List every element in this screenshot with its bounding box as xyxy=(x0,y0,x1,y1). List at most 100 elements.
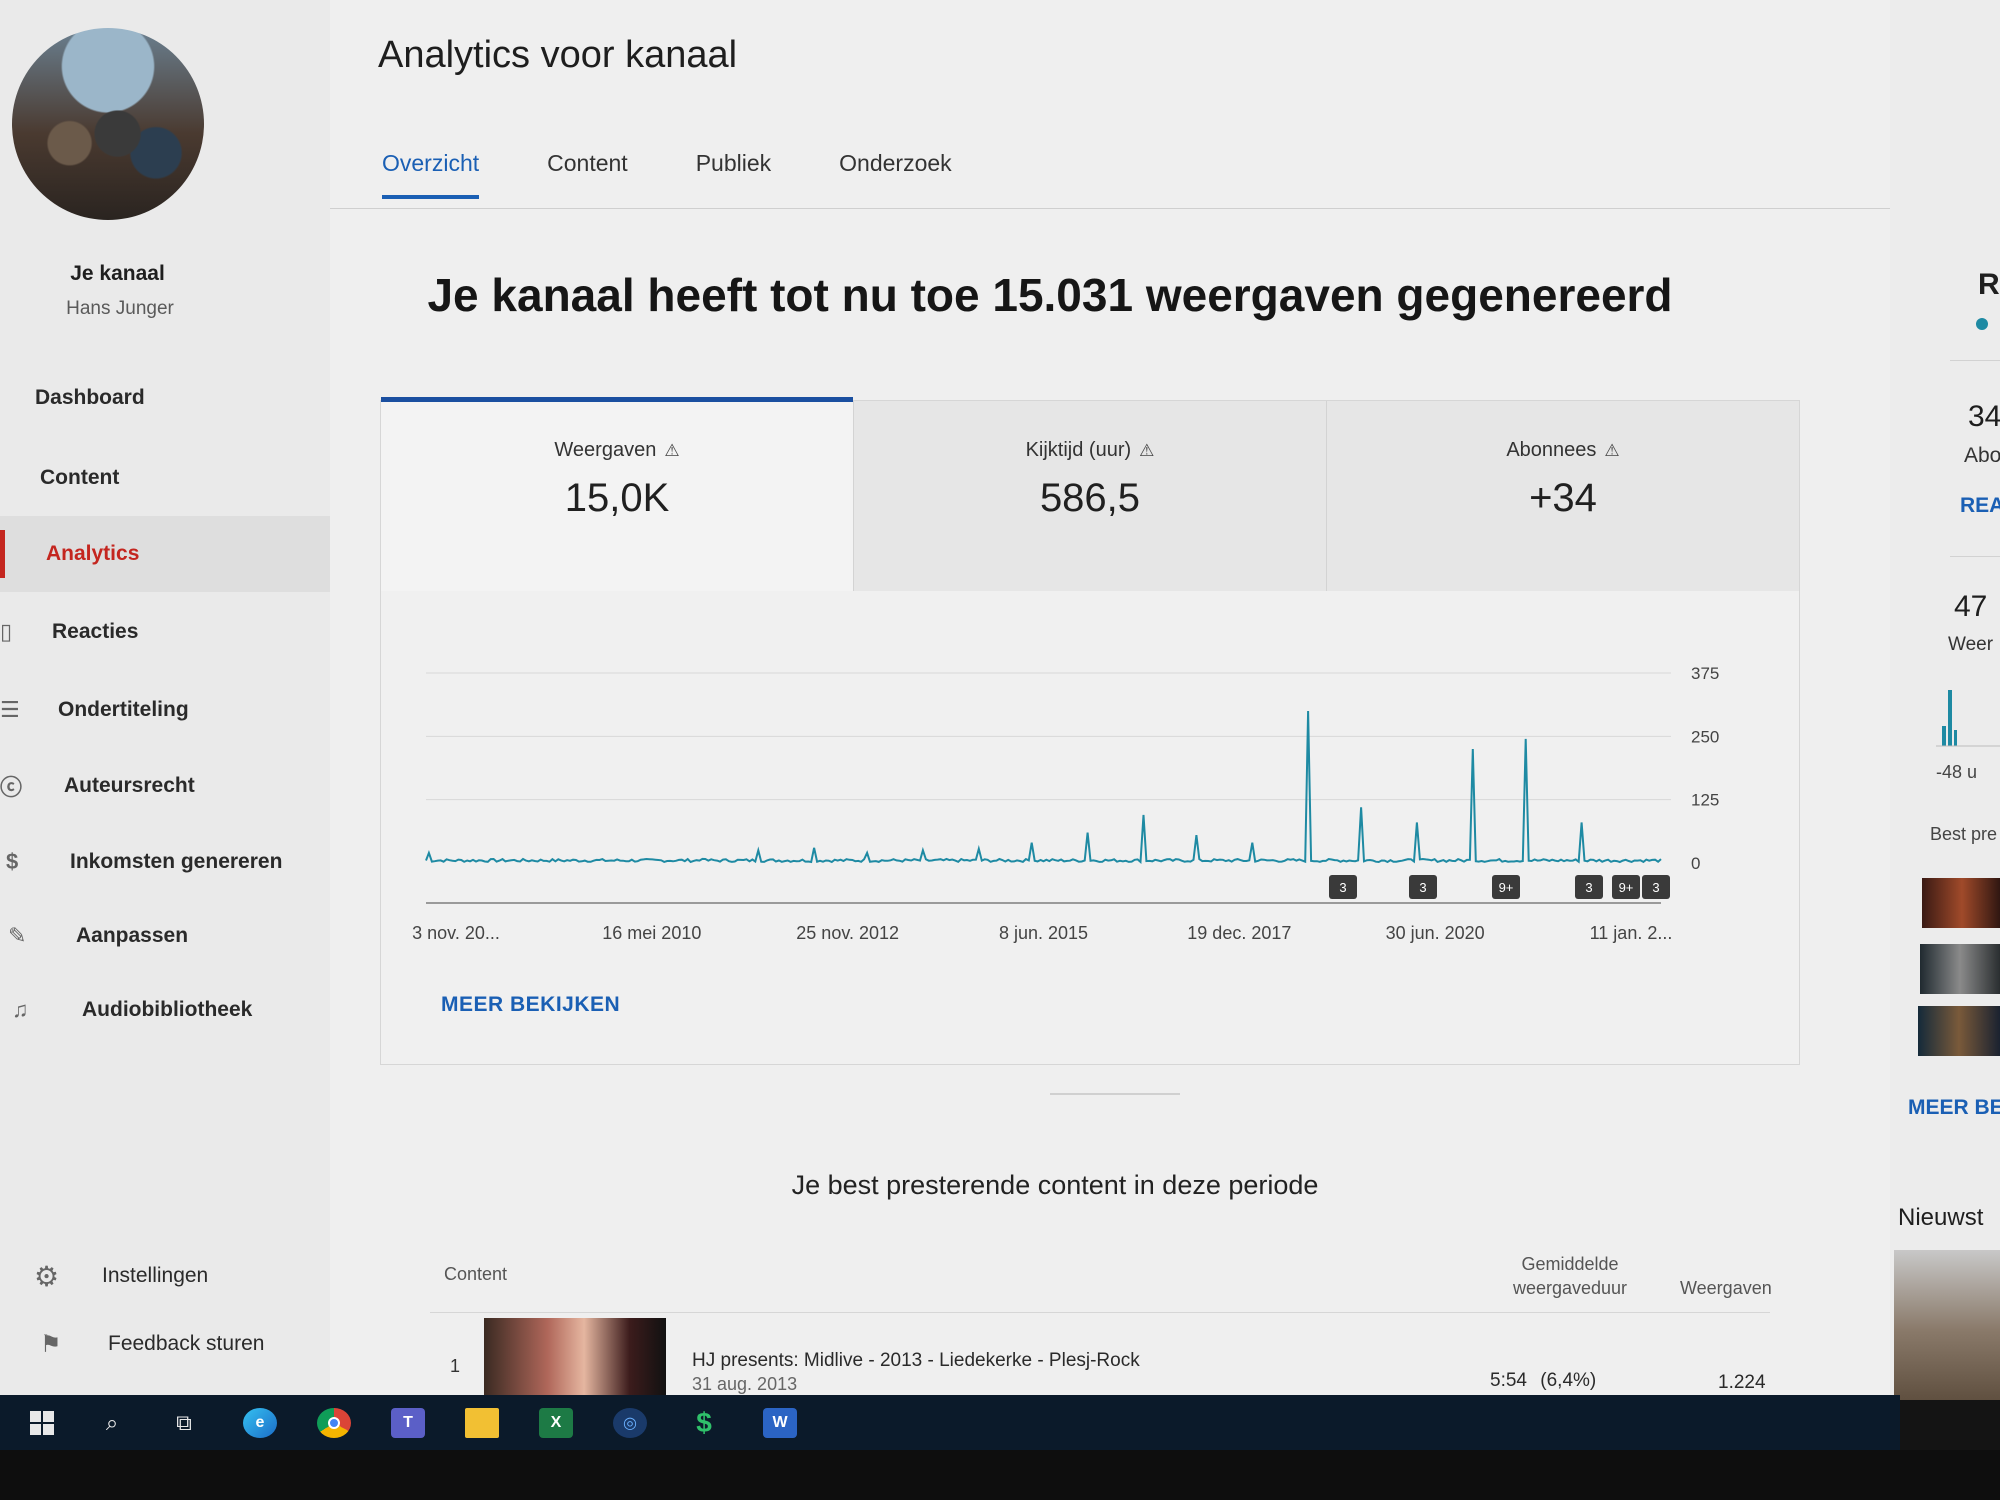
event-marker-label: 3 xyxy=(1652,880,1659,895)
gear-icon: ⚙ xyxy=(34,1260,60,1292)
column-header-avg-duration: Gemiddelde weergaveduur xyxy=(1480,1252,1660,1300)
event-marker xyxy=(1492,875,1520,899)
tab-bar: Overzicht Content Publiek Onderzoek xyxy=(382,150,1020,199)
metric-tab-kijktijd[interactable]: Kijktijd (uur) ⚠ 586,5 xyxy=(854,401,1327,591)
event-marker-label: 9+ xyxy=(1499,880,1514,895)
video-title[interactable]: HJ presents: Midlive - 2013 - Liedekerke… xyxy=(692,1350,1140,1371)
sidebar-item-label: Analytics xyxy=(46,542,140,565)
vpn-icon[interactable]: ◎ xyxy=(610,1403,650,1443)
event-marker xyxy=(1642,875,1670,899)
sidebar-item-analytics[interactable]: Analytics xyxy=(0,516,345,592)
sidebar-item-label: Reacties xyxy=(52,620,139,643)
overview-card: Weergaven ⚠ 15,0K Kijktijd (uur) ⚠ 586,5 A… xyxy=(380,397,1801,1065)
x-tick-label: 30 jun. 2020 xyxy=(1386,923,1485,943)
realtime-see-more-link[interactable]: MEER BE xyxy=(1908,1096,2000,1119)
warning-icon[interactable]: ⚠ xyxy=(664,441,680,460)
sidebar-item-audiobibliotheek[interactable]: ♫ Audiobibliotheek xyxy=(0,972,345,1048)
subtitles-icon: ☰ xyxy=(0,697,20,722)
tab-publiek[interactable]: Publiek xyxy=(695,150,772,176)
x-tick-label: 25 nov. 2012 xyxy=(796,923,899,943)
edge-icon[interactable]: e xyxy=(240,1403,280,1443)
word-icon[interactable]: W xyxy=(760,1403,800,1443)
video-thumbnail[interactable] xyxy=(484,1318,666,1400)
event-marker-label: 3 xyxy=(1339,880,1346,895)
live-dot-icon xyxy=(1976,318,1988,330)
sidebar-item-dashboard[interactable]: Dashboard xyxy=(0,360,345,436)
event-marker xyxy=(1612,875,1640,899)
sidebar-item-aanpassen[interactable]: ✎ Aanpassen xyxy=(0,898,345,974)
realtime-views-label: Weer xyxy=(1948,634,1994,655)
windows-start-icon[interactable] xyxy=(22,1403,62,1443)
realtime-link[interactable]: REA xyxy=(1960,494,2000,517)
sidebar-item-label: Instellingen xyxy=(102,1264,209,1287)
column-header-avg-line2: weergaveduur xyxy=(1512,1278,1628,1298)
magic-wand-icon: ✎ xyxy=(8,923,27,948)
realtime-thumbnail[interactable] xyxy=(1918,1006,2000,1056)
sidebar-item-reacties[interactable]: ▯ Reacties xyxy=(0,594,345,670)
best-performing-label: Best pre xyxy=(1930,824,1998,844)
metric-tab-abonnees[interactable]: Abonnees ⚠ +34 xyxy=(1327,401,1799,591)
sidebar: Je kanaal Hans Junger Dashboard Content … xyxy=(0,0,345,1400)
sidebar-item-auteursrecht[interactable]: ⓒ Auteursrecht xyxy=(0,748,345,824)
section-divider xyxy=(1050,1093,1180,1095)
windows-taskbar: ⌕ ⧉ e T X ◎ $ W xyxy=(0,1395,1900,1450)
metric-value: +34 xyxy=(1529,476,1597,520)
news-thumbnail[interactable] xyxy=(1894,1250,2000,1400)
metric-label: Abonnees xyxy=(1506,439,1597,461)
teams-icon[interactable]: T xyxy=(388,1403,428,1443)
feedback-icon: ⚑ xyxy=(40,1330,62,1358)
metric-value: 15,0K xyxy=(564,476,670,520)
copyright-icon: ⓒ xyxy=(0,775,23,800)
sidebar-item-inkomsten[interactable]: $ Inkomsten genereren xyxy=(0,824,345,900)
see-more-link[interactable]: MEER BEKIJKEN xyxy=(441,993,621,1016)
realtime-heading: R xyxy=(1978,268,2000,301)
sidebar-item-content[interactable]: Content xyxy=(0,440,345,516)
x-tick-label: 8 jun. 2015 xyxy=(999,923,1088,943)
monitor-bezel xyxy=(0,1450,2000,1500)
realtime-mini-chart xyxy=(1936,690,2000,747)
video-views: 1.224 xyxy=(1718,1372,1766,1393)
event-marker-label: 3 xyxy=(1419,880,1426,895)
tab-onderzoek[interactable]: Onderzoek xyxy=(839,150,952,176)
channel-avatar[interactable] xyxy=(12,28,204,220)
event-marker-label: 3 xyxy=(1585,880,1592,895)
sidebar-item-instellingen[interactable]: ⚙ Instellingen xyxy=(0,1238,345,1314)
tab-content[interactable]: Content xyxy=(547,150,628,176)
sidebar-item-feedback[interactable]: ⚑ Feedback sturen xyxy=(0,1306,345,1382)
views-chart[interactable]: 375 250 125 0 3 3 9+ 3 9+ 3 3 nov. 20... 16 mei 201… xyxy=(381,591,1801,981)
column-header-avg-line1: Gemiddelde xyxy=(1521,1254,1619,1274)
column-header-views: Weergaven xyxy=(1680,1278,1772,1298)
sidebar-item-label: Ondertiteling xyxy=(58,698,189,721)
task-view-icon[interactable]: ⧉ xyxy=(176,1410,192,1435)
event-marker-label: 9+ xyxy=(1619,880,1634,895)
chrome-icon[interactable] xyxy=(314,1403,354,1443)
realtime-thumbnail[interactable] xyxy=(1922,878,2000,928)
video-date: 31 aug. 2013 xyxy=(692,1374,798,1394)
metric-tabs: Weergaven ⚠ 15,0K Kijktijd (uur) ⚠ 586,5 A… xyxy=(381,397,1799,591)
metric-tab-weergaven[interactable]: Weergaven ⚠ 15,0K xyxy=(381,397,854,591)
excel-icon[interactable]: X xyxy=(536,1403,576,1443)
news-heading: Nieuwst xyxy=(1898,1204,1984,1231)
money-app-icon[interactable]: $ xyxy=(696,1407,712,1438)
sidebar-item-label: Aanpassen xyxy=(76,924,189,947)
y-tick-label: 125 xyxy=(1691,791,1719,810)
row-rank: 1 xyxy=(450,1356,461,1376)
y-tick-label: 250 xyxy=(1691,727,1719,746)
tab-overzicht[interactable]: Overzicht xyxy=(382,150,480,199)
video-avg-duration: 5:54 (6,4%) xyxy=(1490,1370,1596,1392)
avg-duration-percent: (6,4%) xyxy=(1540,1370,1597,1391)
realtime-panel: R 34 Abo REA 47 Weer -48 u Best pre MEER… xyxy=(1890,0,2000,1400)
sidebar-item-ondertiteling[interactable]: ☰ Ondertiteling xyxy=(0,672,345,748)
realtime-thumbnail[interactable] xyxy=(1920,944,2000,994)
channel-name: Hans Junger xyxy=(66,298,174,319)
search-icon[interactable]: ⌕ xyxy=(105,1410,119,1435)
y-tick-label: 375 xyxy=(1691,664,1719,683)
audio-library-icon: ♫ xyxy=(12,997,29,1022)
tabs-divider xyxy=(330,208,1890,209)
file-explorer-icon[interactable] xyxy=(462,1403,502,1443)
sidebar-item-label: Inkomsten genereren xyxy=(70,850,283,873)
warning-icon[interactable]: ⚠ xyxy=(1604,441,1620,460)
warning-icon[interactable]: ⚠ xyxy=(1139,441,1155,460)
column-header-content: Content xyxy=(444,1264,508,1284)
x-tick-label: 16 mei 2010 xyxy=(602,923,701,943)
